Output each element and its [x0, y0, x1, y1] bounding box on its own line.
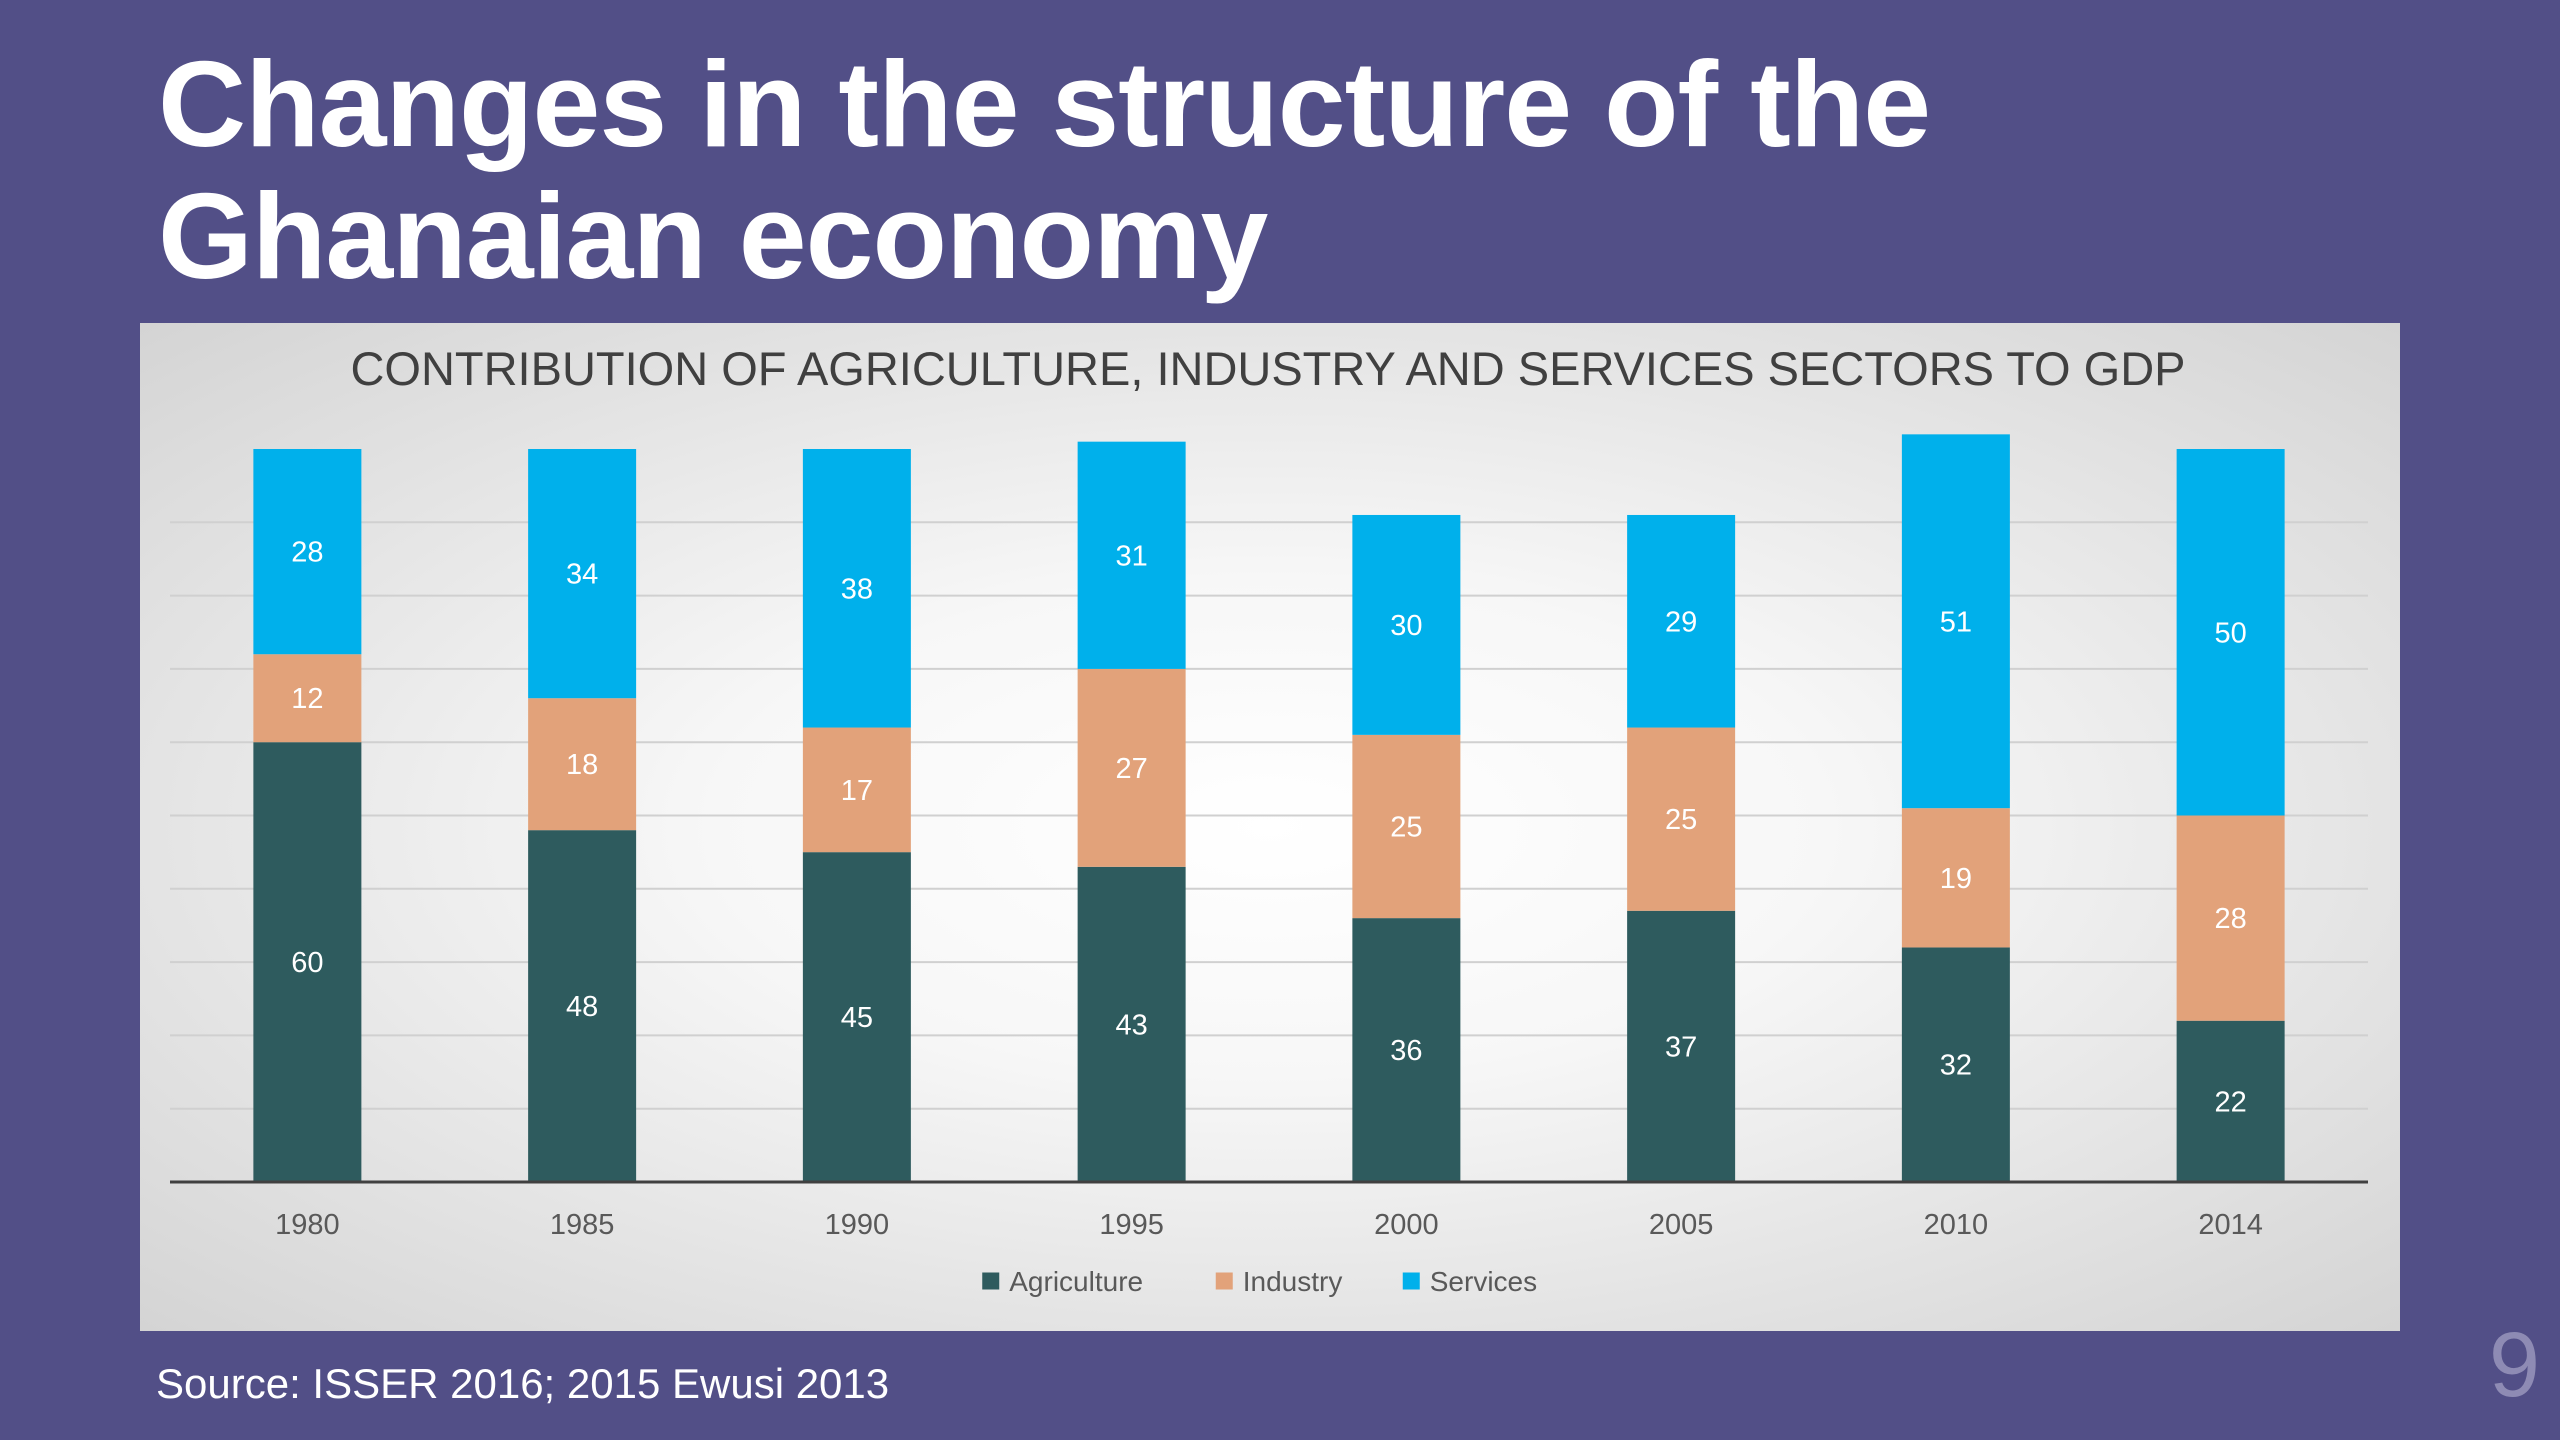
- data-label-agriculture-2010: 32: [1940, 1050, 1972, 1082]
- bar-industry-2014: [2176, 815, 2285, 1021]
- data-label-services-2000: 30: [1390, 610, 1422, 642]
- data-label-agriculture-1995: 43: [1115, 1009, 1147, 1041]
- legend-label-services: Services: [1430, 1266, 1537, 1297]
- x-axis-tick-labels: 1980 1985 1990 1995 2000 2005 2010 2014: [275, 1209, 2263, 1241]
- bar-services-1990: [802, 449, 911, 728]
- data-label-services-2014: 50: [2214, 617, 2246, 649]
- page-number: 9: [2488, 1314, 2540, 1416]
- data-label-industry-2014: 28: [2214, 903, 2246, 935]
- data-label-industry-1980: 12: [291, 683, 323, 715]
- gridlines: [170, 521, 2368, 1110]
- bars: [253, 434, 2285, 1182]
- legend-swatch-services: [1402, 1272, 1420, 1290]
- legend-swatch-agriculture: [982, 1272, 1000, 1290]
- data-label-services-1995: 31: [1115, 540, 1147, 572]
- bar-services-1985: [528, 449, 637, 699]
- data-label-industry-2000: 25: [1390, 811, 1422, 843]
- legend-label-agriculture: Agriculture: [1009, 1266, 1143, 1297]
- slide-title: Changes in the structure of the Ghanaian…: [158, 36, 1931, 304]
- bar-services-2010: [1901, 434, 2010, 809]
- bar-agriculture-1985: [528, 830, 637, 1182]
- bar-industry-1995: [1077, 668, 1186, 867]
- data-label-agriculture-1980: 60: [291, 947, 323, 979]
- x-tick-label-2010: 2010: [1924, 1209, 1989, 1241]
- bar-agriculture-2014: [2176, 1020, 2285, 1182]
- x-tick-label-1980: 1980: [275, 1209, 340, 1241]
- bar-agriculture-2000: [1352, 918, 1461, 1182]
- chart: CONTRIBUTION OF AGRICULTURE, INDUSTRY AN…: [170, 342, 2368, 1297]
- data-label-services-1990: 38: [841, 573, 873, 605]
- legend-swatch-industry: [1215, 1272, 1233, 1290]
- data-label-agriculture-2005: 37: [1665, 1031, 1697, 1063]
- data-label-industry-1990: 17: [841, 775, 873, 807]
- data-label-agriculture-1985: 48: [566, 991, 598, 1023]
- bar-industry-2010: [1901, 808, 2010, 948]
- x-tick-label-2014: 2014: [2198, 1209, 2263, 1241]
- data-labels: 60 12 28 48 18 34 45 17 38 43 27 31 36 25 30 37 25 29 32 19…: [291, 537, 2247, 1119]
- data-label-industry-1985: 18: [566, 749, 598, 781]
- x-tick-label-1990: 1990: [825, 1209, 890, 1241]
- bar-services-1980: [253, 449, 362, 655]
- data-label-services-2005: 29: [1665, 606, 1697, 638]
- data-label-agriculture-1990: 45: [841, 1002, 873, 1034]
- data-label-industry-2005: 25: [1665, 804, 1697, 836]
- bar-services-2000: [1352, 514, 1461, 735]
- data-label-industry-1995: 27: [1115, 753, 1147, 785]
- bar-services-1995: [1077, 441, 1186, 669]
- bar-industry-2000: [1352, 734, 1461, 919]
- legend-label-industry: Industry: [1243, 1266, 1343, 1297]
- bar-agriculture-1990: [802, 852, 911, 1182]
- bar-agriculture-2010: [1901, 947, 2010, 1182]
- x-tick-label-2000: 2000: [1374, 1209, 1439, 1241]
- chart-title: CONTRIBUTION OF AGRICULTURE, INDUSTRY AN…: [350, 342, 2185, 395]
- bar-industry-1980: [253, 654, 362, 743]
- bar-services-2005: [1627, 514, 1736, 728]
- source-note: Source: ISSER 2016; 2015 Ewusi 2013: [156, 1360, 890, 1407]
- data-label-services-2010: 51: [1940, 606, 1972, 638]
- legend: Agriculture Industry Services: [982, 1266, 1537, 1297]
- bar-services-2014: [2176, 449, 2285, 816]
- bar-agriculture-1995: [1077, 866, 1186, 1182]
- data-label-agriculture-2000: 36: [1390, 1035, 1422, 1067]
- bar-industry-2005: [1627, 727, 1736, 911]
- data-label-industry-2010: 19: [1940, 863, 1972, 895]
- chart-panel: CONTRIBUTION OF AGRICULTURE, INDUSTRY AN…: [140, 323, 2400, 1331]
- bar-industry-1985: [528, 698, 637, 831]
- x-tick-label-2005: 2005: [1649, 1209, 1714, 1241]
- data-label-services-1985: 34: [566, 559, 598, 591]
- bar-agriculture-2005: [1627, 910, 1736, 1182]
- x-tick-label-1985: 1985: [550, 1209, 615, 1241]
- data-label-agriculture-2014: 22: [2214, 1086, 2246, 1118]
- bar-agriculture-1980: [253, 742, 362, 1182]
- data-label-services-1980: 28: [291, 537, 323, 569]
- x-tick-label-1995: 1995: [1099, 1209, 1164, 1241]
- bar-industry-1990: [802, 727, 911, 853]
